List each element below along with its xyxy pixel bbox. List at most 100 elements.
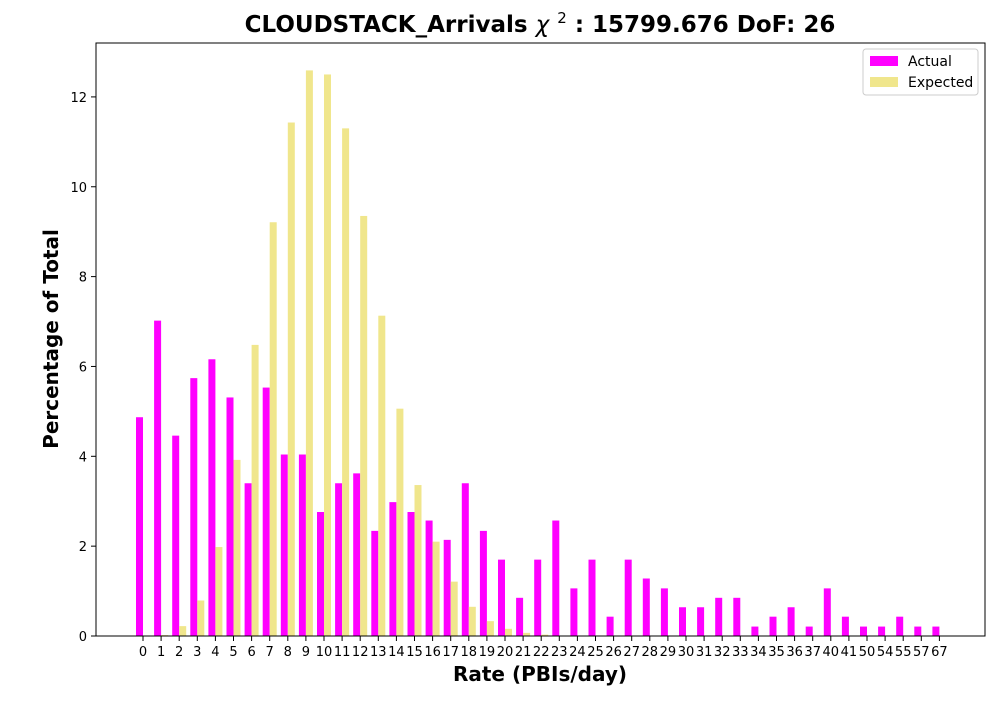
x-tick-label-4: 4 — [211, 645, 219, 660]
bar-expected-13 — [378, 316, 385, 636]
bar-actual-11 — [335, 483, 342, 636]
x-tick-label-15: 15 — [406, 645, 423, 660]
x-tick-label-28: 28 — [642, 645, 659, 660]
x-tick-label-29: 29 — [660, 645, 677, 660]
x-tick-label-26: 26 — [605, 645, 622, 660]
x-tick-label-22: 22 — [533, 645, 550, 660]
bar-actual-20 — [498, 560, 505, 636]
bar-actual-19 — [480, 531, 487, 636]
x-tick-label-27: 27 — [623, 645, 640, 660]
bar-actual-57 — [914, 627, 921, 636]
x-tick-label-14: 14 — [388, 645, 405, 660]
x-tick-label-19: 19 — [479, 645, 496, 660]
bar-actual-12 — [353, 473, 360, 636]
y-tick-label-0: 0 — [79, 630, 87, 645]
bar-expected-10 — [324, 74, 331, 636]
x-tick-label-5: 5 — [229, 645, 237, 660]
y-tick-label-2: 2 — [79, 540, 87, 555]
bar-actual-54 — [878, 627, 885, 636]
bar-actual-29 — [661, 588, 668, 636]
bar-actual-16 — [426, 521, 433, 636]
x-tick-label-0: 0 — [139, 645, 147, 660]
x-tick-label-36: 36 — [786, 645, 803, 660]
bar-expected-18 — [469, 607, 476, 636]
x-tick-label-12: 12 — [352, 645, 369, 660]
bar-actual-36 — [788, 607, 795, 636]
legend-swatch-actual — [870, 56, 898, 66]
bar-actual-32 — [715, 598, 722, 636]
x-tick-label-55: 55 — [895, 645, 912, 660]
bar-actual-9 — [299, 455, 306, 636]
bar-actual-3 — [190, 378, 197, 636]
bar-actual-33 — [733, 598, 740, 636]
bar-expected-9 — [306, 70, 313, 636]
bar-expected-11 — [342, 128, 349, 636]
bar-actual-50 — [860, 627, 867, 636]
y-tick-label-12: 12 — [70, 91, 87, 106]
bar-expected-15 — [415, 485, 422, 636]
y-tick-label-8: 8 — [79, 271, 87, 286]
bar-actual-2 — [172, 436, 179, 636]
x-tick-label-57: 57 — [913, 645, 930, 660]
bar-actual-13 — [371, 531, 378, 636]
legend-label-actual: Actual — [908, 54, 952, 70]
bar-expected-16 — [433, 542, 440, 636]
x-tick-label-21: 21 — [515, 645, 532, 660]
x-tick-label-1: 1 — [157, 645, 165, 660]
x-tick-label-30: 30 — [678, 645, 695, 660]
x-tick-label-54: 54 — [877, 645, 894, 660]
bar-actual-15 — [408, 512, 415, 636]
x-tick-label-20: 20 — [497, 645, 514, 660]
bar-expected-5 — [234, 460, 241, 636]
y-tick-label-10: 10 — [70, 181, 87, 196]
bar-actual-0 — [136, 417, 143, 636]
bar-actual-18 — [462, 483, 469, 636]
x-tick-label-37: 37 — [804, 645, 821, 660]
bar-actual-34 — [751, 627, 758, 636]
x-tick-label-33: 33 — [732, 645, 749, 660]
bar-actual-24 — [570, 588, 577, 636]
bar-actual-22 — [534, 560, 541, 636]
x-tick-label-34: 34 — [750, 645, 767, 660]
bar-actual-4 — [208, 359, 215, 636]
bar-expected-4 — [215, 547, 222, 636]
x-tick-label-11: 11 — [334, 645, 351, 660]
bar-actual-26 — [607, 617, 614, 636]
bar-expected-8 — [288, 123, 295, 636]
chart-title: CLOUDSTACK_Arrivals χ 2 : 15799.676 DoF:… — [245, 3, 836, 38]
bar-actual-17 — [444, 540, 451, 636]
bar-actual-40 — [824, 588, 831, 636]
bar-actual-35 — [770, 617, 777, 636]
x-tick-label-31: 31 — [696, 645, 713, 660]
bar-expected-17 — [451, 582, 458, 636]
chart-title-chi: χ — [534, 12, 551, 38]
x-tick-label-50: 50 — [859, 645, 876, 660]
x-tick-label-17: 17 — [442, 645, 459, 660]
bar-actual-28 — [643, 579, 650, 637]
y-tick-label-6: 6 — [79, 360, 87, 375]
bar-actual-14 — [389, 502, 396, 636]
bar-actual-23 — [552, 521, 559, 636]
bar-actual-10 — [317, 512, 324, 636]
x-tick-label-7: 7 — [266, 645, 274, 660]
bar-expected-7 — [270, 222, 277, 636]
legend-label-expected: Expected — [908, 75, 973, 91]
bar-actual-30 — [679, 607, 686, 636]
x-tick-label-40: 40 — [823, 645, 840, 660]
x-tick-label-41: 41 — [841, 645, 858, 660]
legend: Actual Expected — [863, 49, 978, 95]
bar-expected-20 — [505, 629, 512, 636]
bar-actual-67 — [932, 627, 939, 636]
x-tick-label-24: 24 — [569, 645, 586, 660]
bar-actual-21 — [516, 598, 523, 636]
x-tick-label-67: 67 — [931, 645, 948, 660]
chart-title-sup: 2 — [557, 9, 567, 27]
bar-actual-1 — [154, 321, 161, 636]
chart-title-rest: : 15799.676 DoF: 26 — [575, 12, 836, 38]
x-tick-label-35: 35 — [768, 645, 785, 660]
x-tick-label-8: 8 — [284, 645, 292, 660]
bar-actual-5 — [227, 397, 234, 636]
